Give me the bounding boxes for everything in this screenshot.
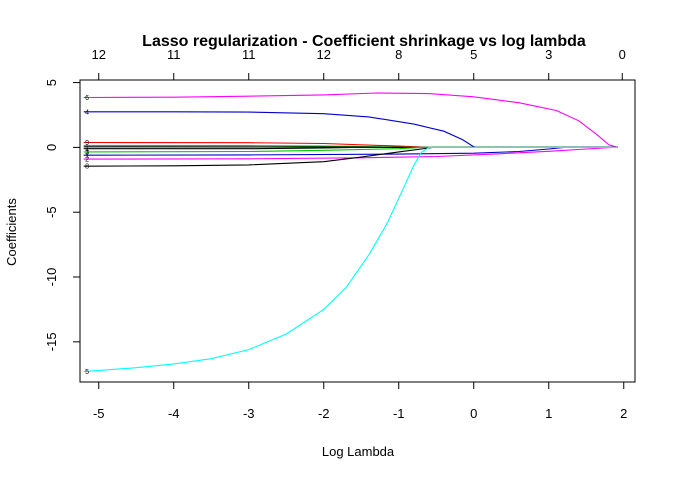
x-axis-label: Log Lambda — [322, 444, 395, 459]
x-tick-label-5: -1 — [393, 406, 405, 421]
series-label-10: 8 — [85, 164, 89, 171]
series-label-1: 6 — [85, 95, 89, 102]
y-tick-label-1: 5 — [44, 79, 59, 86]
y-tick-label-4: -10 — [44, 268, 59, 287]
series-label-11: 5 — [85, 369, 89, 376]
top-tick-label-5: 8 — [395, 47, 402, 62]
top-tick-label-1: 12 — [92, 47, 106, 62]
y-tick-label-3: -5 — [44, 206, 59, 218]
series-line-11 — [83, 146, 618, 373]
top-tick-label-7: 3 — [545, 47, 552, 62]
series-label-9: 2 — [85, 157, 89, 164]
top-tick-label-6: 5 — [470, 47, 477, 62]
y-tick-label-5: -15 — [44, 332, 59, 351]
top-tick-label-8: 0 — [619, 47, 626, 62]
plot-area — [79, 79, 636, 383]
chart-title: Lasso regularization - Coefficient shrin… — [142, 33, 586, 50]
series-label-7: 3 — [85, 149, 89, 156]
series-label-6: 1 — [85, 146, 89, 153]
series-line-1 — [83, 92, 618, 148]
x-tick-label-7: 1 — [545, 406, 552, 421]
top-tick-label-3: 11 — [242, 47, 256, 62]
x-tick-label-8: 2 — [620, 406, 627, 421]
x-tick-label-4: -2 — [318, 406, 330, 421]
y-axis-label: Coefficients — [4, 198, 19, 266]
series-label-3: 9 — [85, 140, 89, 147]
x-tick-label-2: -4 — [168, 406, 180, 421]
y-tick-label-2: 0 — [44, 144, 59, 151]
x-tick-label-6: 0 — [470, 406, 477, 421]
x-tick-label-1: -5 — [93, 406, 105, 421]
series-label-2: 4 — [85, 109, 89, 116]
series-label-8: 1 — [85, 153, 89, 160]
top-tick-label-2: 11 — [167, 47, 181, 62]
x-tick-label-3: -3 — [243, 406, 255, 421]
top-tick-label-4: 12 — [317, 47, 331, 62]
